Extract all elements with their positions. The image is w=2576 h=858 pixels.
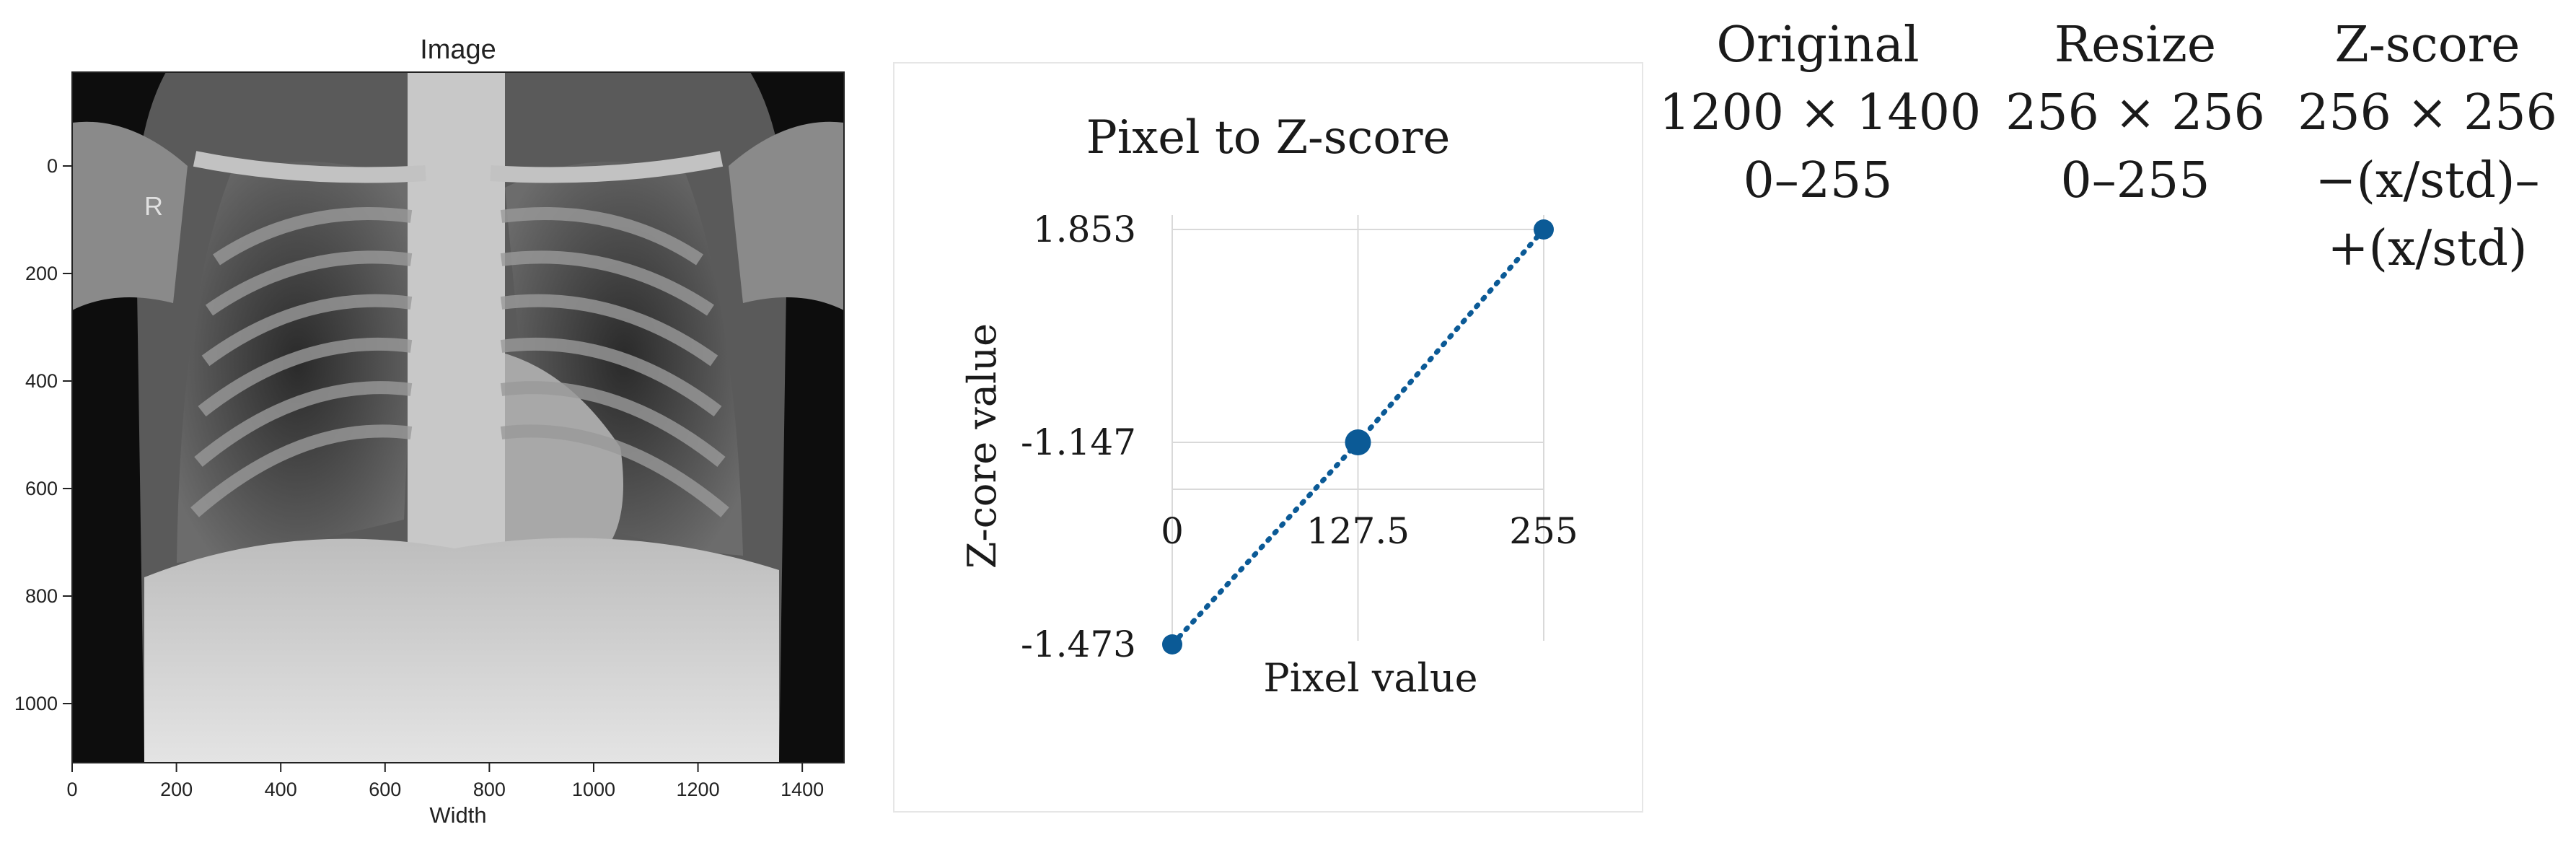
x-tick-label: 127.5 bbox=[1306, 510, 1410, 552]
zscore-column: Z-score 256 × 256 −(x/std)– +(x/std) bbox=[2294, 12, 2561, 283]
xray-y-tick-label: 400 bbox=[25, 370, 58, 392]
xray-x-tick-label: 1000 bbox=[572, 779, 615, 800]
xray-y-tick-label: 600 bbox=[25, 478, 58, 499]
xray-x-tick-label: 800 bbox=[473, 779, 506, 800]
y-tick-label: -1.473 bbox=[1021, 623, 1136, 665]
xray-x-axis-label: Width bbox=[429, 802, 487, 828]
data-point bbox=[1534, 219, 1554, 240]
xray-y-tick-label: 1000 bbox=[14, 693, 58, 714]
xray-x-tick-label: 400 bbox=[265, 779, 297, 800]
xray-x-ticks: 0 200 400 600 800 1000 1200 1400 bbox=[66, 763, 824, 800]
xray-plot: R 0 200 400 600 800 1000 1200 1400 0 200 400 600 80… bbox=[14, 71, 845, 800]
xray-x-tick-label: 200 bbox=[160, 779, 193, 800]
xray-y-tick-label: 200 bbox=[25, 263, 58, 284]
x-tick-label: 0 bbox=[1161, 510, 1184, 552]
zscore-range-high: +(x/std) bbox=[2327, 220, 2528, 277]
original-range: 0–255 bbox=[1743, 152, 1893, 209]
xray-x-tick-label: 1400 bbox=[781, 779, 824, 800]
y-tick-label: -1.147 bbox=[1021, 421, 1136, 463]
zscore-size: 256 × 256 bbox=[2298, 84, 2557, 141]
x-tick-label: 255 bbox=[1509, 510, 1578, 552]
zscore-chart: 0 127.5 255 1.853-1.147-1.473 Pixel value … bbox=[959, 209, 1578, 701]
xray-y-ticks: 0 200 400 600 800 1000 bbox=[14, 155, 72, 714]
xray-image bbox=[72, 72, 844, 763]
data-point bbox=[1162, 634, 1182, 655]
resize-column: Resize 256 × 256 0–255 bbox=[2002, 12, 2269, 215]
chart-x-axis-label: Pixel value bbox=[1263, 655, 1477, 701]
side-marker: R bbox=[144, 191, 163, 221]
original-column: Original 1200 × 1400 0–255 bbox=[1659, 12, 1982, 215]
zscore-header: Z-score bbox=[2334, 17, 2520, 74]
resize-range: 0–255 bbox=[2060, 152, 2210, 209]
xray-y-tick-label: 800 bbox=[25, 585, 58, 607]
chart-y-axis-label: Z-core value bbox=[959, 323, 1005, 569]
chart-grid bbox=[1171, 215, 1544, 641]
resize-header: Resize bbox=[2054, 17, 2217, 74]
data-point bbox=[1345, 429, 1371, 455]
zscore-chart-panel: Pixel to Z-score 0 127.5 255 1.853 -1.147 -1… bbox=[893, 62, 1643, 813]
chart-y-ticks: 1.853 -1.147 -1.473 bbox=[1021, 209, 1136, 665]
chart-x-ticks: 0 127.5 255 bbox=[1161, 510, 1578, 552]
original-header: Original bbox=[1716, 17, 1920, 74]
xray-title: Image bbox=[420, 35, 496, 65]
resize-size: 256 × 256 bbox=[2005, 84, 2265, 141]
xray-x-tick-label: 600 bbox=[369, 779, 401, 800]
chart-title: Pixel to Z-score bbox=[1086, 111, 1451, 165]
original-size: 1200 × 1400 bbox=[1659, 84, 1982, 141]
xray-x-tick-label: 1200 bbox=[677, 779, 720, 800]
xray-axes-frame bbox=[71, 71, 845, 763]
zscore-range-low: −(x/std)– bbox=[2315, 152, 2540, 209]
xray-x-tick-label: 0 bbox=[66, 779, 77, 800]
y-tick-label: 1.853 bbox=[1033, 209, 1136, 250]
xray-panel: Image bbox=[0, 0, 866, 858]
xray-y-tick-label: 0 bbox=[47, 155, 58, 177]
chart-points bbox=[1162, 219, 1554, 655]
